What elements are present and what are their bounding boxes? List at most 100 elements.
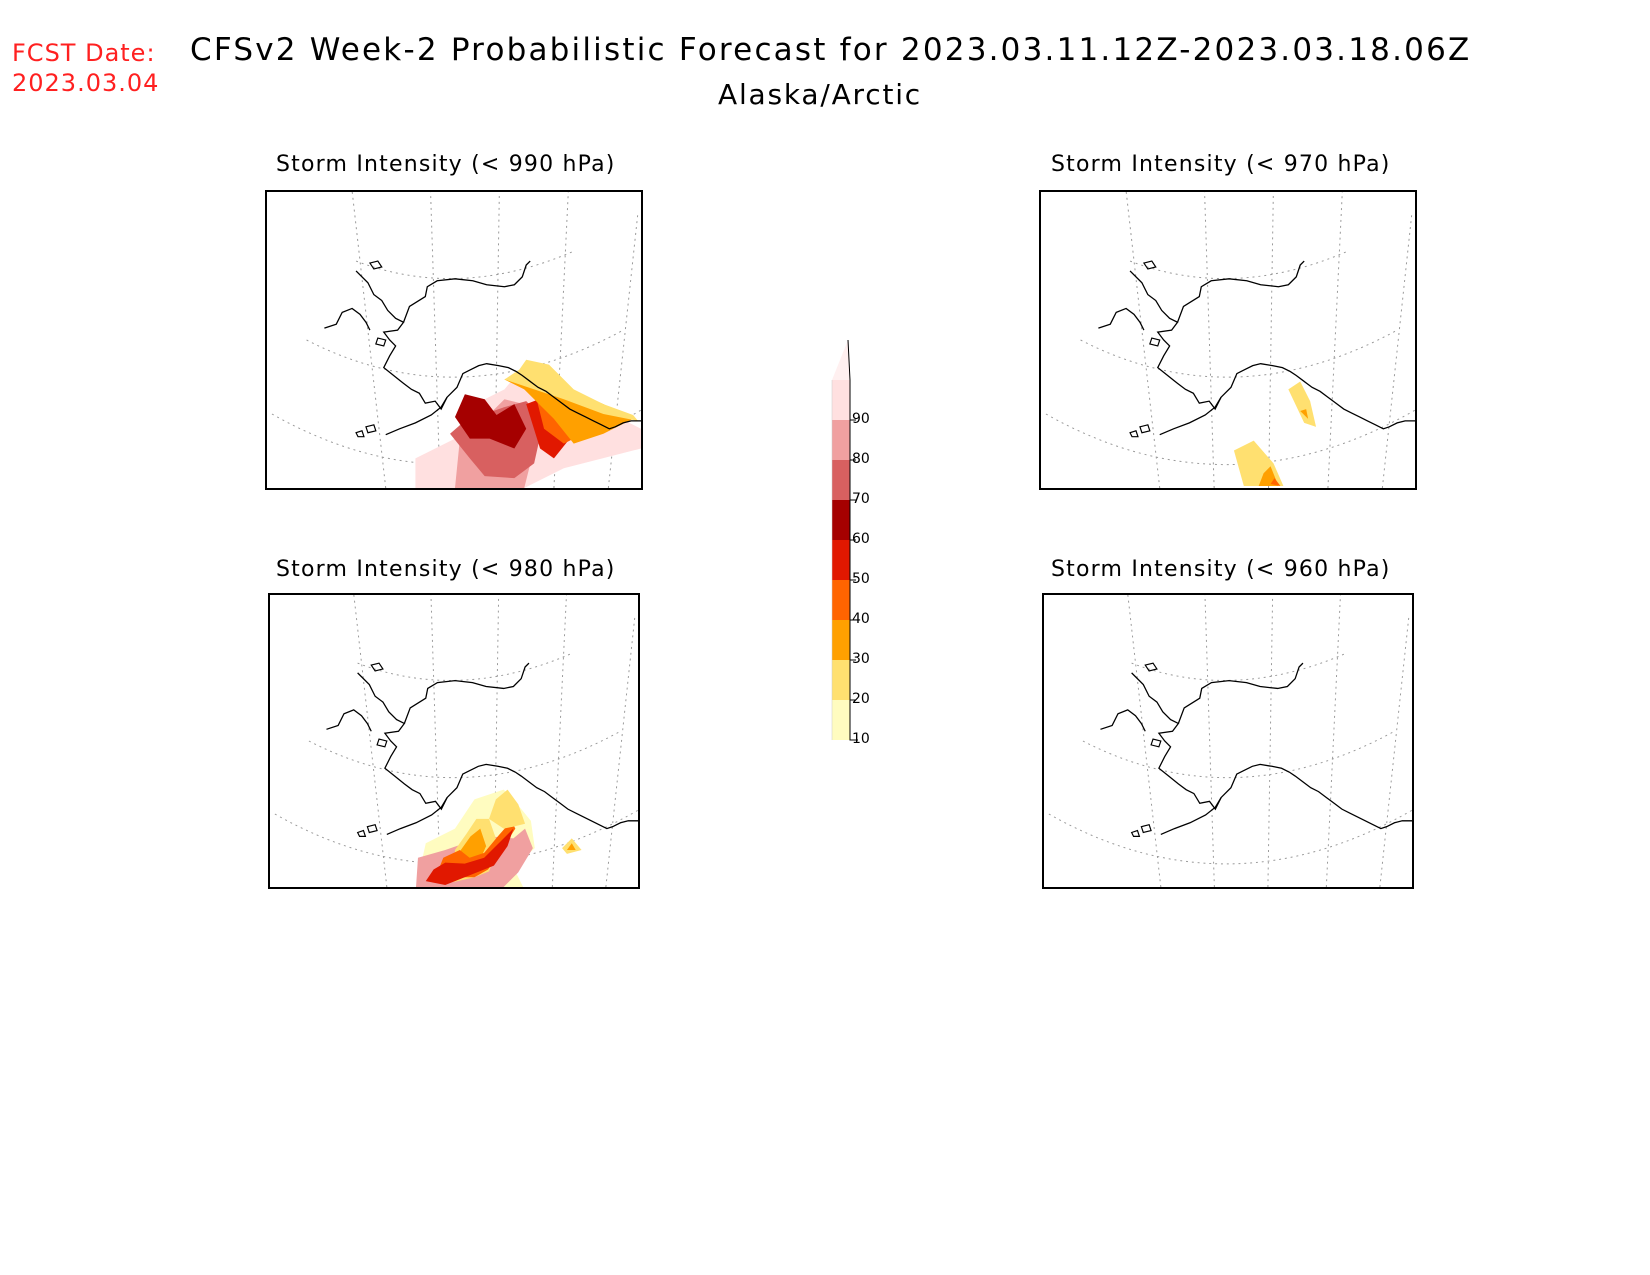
meridian-gridline xyxy=(1204,192,1215,488)
coastline xyxy=(326,709,372,732)
meridian-gridline xyxy=(1204,595,1215,887)
page-title: CFSv2 Week-2 Probabilistic Forecast for … xyxy=(190,32,1472,68)
colorbar-swatch xyxy=(832,380,850,420)
island-outline xyxy=(1129,430,1139,438)
meridian-gridline xyxy=(1327,192,1343,488)
parallel-gridline xyxy=(355,250,574,280)
meridian-gridline xyxy=(1127,595,1162,887)
parallel-gridline xyxy=(1048,809,1412,865)
parallel-gridline xyxy=(306,329,624,378)
parallel-gridline xyxy=(1082,730,1395,779)
meridian-gridline xyxy=(493,595,500,887)
map-panel-990 xyxy=(265,190,643,490)
island-outline xyxy=(365,424,377,434)
coastline xyxy=(1159,396,1222,436)
coastline xyxy=(1176,260,1305,323)
colorbar-label: 80 xyxy=(852,451,870,467)
meridian-gridline xyxy=(1268,192,1274,488)
parallel-gridline xyxy=(308,730,621,779)
island-outline xyxy=(1150,738,1162,748)
meridian-gridline xyxy=(494,192,500,488)
coastline xyxy=(355,270,641,430)
meridian-gridline xyxy=(353,595,388,887)
meridian-gridline xyxy=(1379,614,1410,887)
colorbar-swatch xyxy=(832,540,850,580)
island-outline xyxy=(370,662,384,672)
coastline xyxy=(1098,307,1145,331)
map-canvas xyxy=(271,192,641,488)
island-outline xyxy=(366,824,378,834)
colorbar-swatch xyxy=(832,460,850,500)
island-outline xyxy=(1130,829,1141,837)
panel-title-980: Storm Intensity (< 980 hPa) xyxy=(276,557,616,582)
coastline xyxy=(1100,709,1146,732)
colorbar-label: 60 xyxy=(852,531,870,547)
parallel-gridline xyxy=(1131,652,1346,681)
map-canvas xyxy=(274,595,638,887)
island-outline xyxy=(375,337,387,347)
meridian-gridline xyxy=(607,211,639,488)
colorbar-label: 50 xyxy=(852,571,870,587)
coastline xyxy=(1129,270,1415,430)
colorbar-label: 90 xyxy=(852,411,870,427)
colorbar-swatch xyxy=(832,620,850,660)
colorbar-top-extension xyxy=(832,340,850,380)
colorbar-label: 70 xyxy=(852,491,870,507)
meridian-gridline xyxy=(1381,211,1413,488)
map-panel-980 xyxy=(268,593,640,889)
coastline xyxy=(403,662,530,724)
island-outline xyxy=(1149,337,1161,347)
meridian-gridline xyxy=(551,595,567,887)
island-outline xyxy=(1142,260,1157,270)
meridian-gridline xyxy=(605,614,636,887)
map-panel-960 xyxy=(1042,593,1414,889)
island-outline xyxy=(1144,662,1158,672)
colorbar-swatch xyxy=(832,420,850,460)
probability-shading xyxy=(435,820,516,878)
colorbar-label: 20 xyxy=(852,691,870,707)
probability-shading xyxy=(1288,381,1317,427)
colorbar-label: 30 xyxy=(852,651,870,667)
parallel-gridline xyxy=(357,652,572,681)
island-outline xyxy=(356,829,367,837)
coastline xyxy=(385,396,448,436)
probability-shading xyxy=(454,394,527,449)
panel-title-960: Storm Intensity (< 960 hPa) xyxy=(1051,557,1391,582)
map-canvas xyxy=(1048,595,1412,887)
probability-shading xyxy=(489,789,526,829)
coastline xyxy=(324,307,371,331)
coastline xyxy=(1160,797,1222,836)
panel-title-970: Storm Intensity (< 970 hPa) xyxy=(1051,152,1391,177)
meridian-gridline xyxy=(1125,192,1161,488)
meridian-gridline xyxy=(430,192,441,488)
island-outline xyxy=(1140,824,1152,834)
probability-shading xyxy=(504,359,639,421)
panel-title-990: Storm Intensity (< 990 hPa) xyxy=(276,152,616,177)
meridian-gridline xyxy=(430,595,441,887)
coastline xyxy=(357,672,638,830)
parallel-gridline xyxy=(1045,409,1415,466)
meridian-gridline xyxy=(553,192,569,488)
coastline xyxy=(402,260,531,323)
map-canvas xyxy=(1045,192,1415,488)
colorbar-label: 10 xyxy=(852,731,870,747)
probability-shading xyxy=(1300,409,1309,419)
fcst-date-label: FCST Date: xyxy=(12,39,156,67)
probability-shading xyxy=(1233,440,1284,487)
coastline xyxy=(386,797,448,836)
probability-shading xyxy=(1270,478,1281,487)
meridian-gridline xyxy=(1267,595,1274,887)
island-outline xyxy=(1139,424,1151,434)
coastline xyxy=(1131,672,1412,830)
region-subtitle: Alaska/Arctic xyxy=(718,78,922,111)
colorbar xyxy=(831,339,858,741)
colorbar-swatch xyxy=(832,660,850,700)
colorbar-outline xyxy=(847,339,858,741)
meridian-gridline xyxy=(351,192,387,488)
island-outline xyxy=(376,738,388,748)
map-panel-970 xyxy=(1039,190,1417,490)
meridian-gridline xyxy=(1325,595,1341,887)
probability-shading xyxy=(566,843,576,851)
colorbar-label: 40 xyxy=(852,611,870,627)
fcst-date-value: 2023.03.04 xyxy=(12,69,160,97)
